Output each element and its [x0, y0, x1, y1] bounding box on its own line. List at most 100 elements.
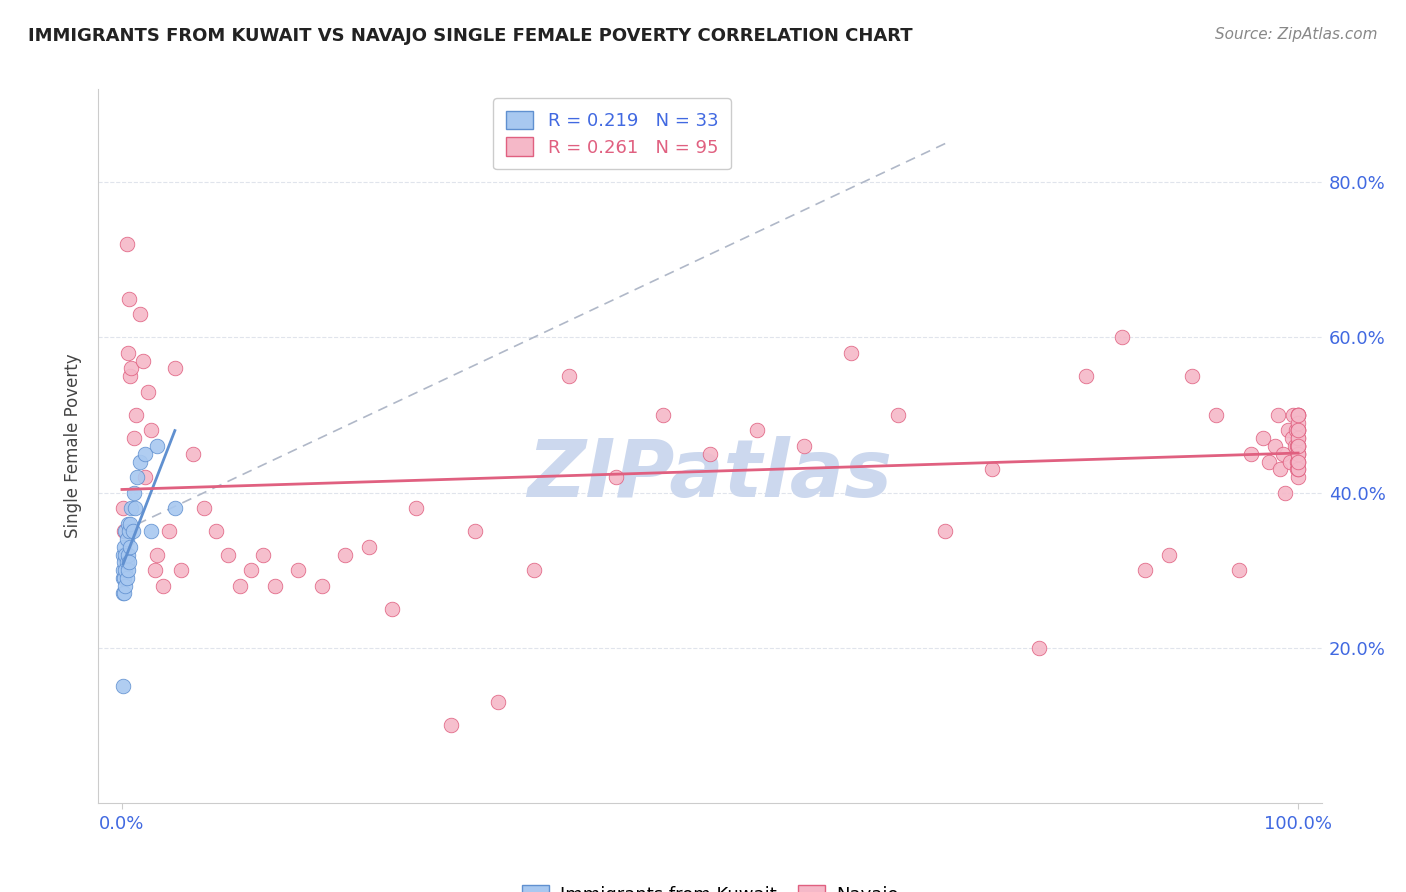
Point	[1274, 485, 1296, 500]
Point	[118, 555, 141, 569]
Point	[170, 563, 193, 577]
Point	[118, 524, 141, 539]
Y-axis label: Single Female Poverty: Single Female Poverty	[65, 354, 83, 538]
Point	[112, 563, 135, 577]
Point	[115, 571, 138, 585]
Point	[122, 431, 145, 445]
Point	[523, 563, 546, 577]
Point	[112, 548, 135, 562]
Point	[134, 470, 156, 484]
Point	[263, 579, 285, 593]
Point	[652, 408, 675, 422]
Point	[120, 516, 142, 531]
Point	[163, 361, 186, 376]
Point	[1286, 431, 1309, 445]
Point	[1285, 439, 1308, 453]
Point	[115, 532, 138, 546]
Point	[127, 470, 149, 484]
Point	[1270, 462, 1292, 476]
Point	[152, 579, 174, 593]
Point	[112, 555, 135, 569]
Point	[1286, 424, 1309, 438]
Point	[112, 571, 135, 585]
Point	[1271, 447, 1294, 461]
Point	[1284, 439, 1306, 453]
Point	[981, 462, 1004, 476]
Point	[115, 237, 138, 252]
Point	[558, 369, 581, 384]
Point	[1286, 424, 1309, 438]
Point	[793, 439, 815, 453]
Point	[157, 524, 180, 539]
Point	[1286, 470, 1309, 484]
Point	[1281, 431, 1303, 445]
Point	[745, 424, 768, 438]
Point	[1286, 408, 1309, 422]
Point	[1285, 424, 1308, 438]
Point	[1277, 424, 1299, 438]
Point	[1157, 548, 1180, 562]
Point	[311, 579, 333, 593]
Point	[205, 524, 228, 539]
Text: Source: ZipAtlas.com: Source: ZipAtlas.com	[1215, 27, 1378, 42]
Point	[240, 563, 263, 577]
Point	[1286, 454, 1309, 468]
Point	[1286, 454, 1309, 468]
Point	[1286, 447, 1309, 461]
Point	[357, 540, 380, 554]
Point	[1028, 640, 1050, 655]
Point	[1286, 408, 1309, 422]
Point	[605, 470, 627, 484]
Point	[193, 501, 215, 516]
Point	[1282, 408, 1305, 422]
Point	[1286, 431, 1309, 445]
Point	[1267, 408, 1289, 422]
Point	[699, 447, 721, 461]
Point	[1135, 563, 1157, 577]
Point	[112, 501, 135, 516]
Point	[1286, 454, 1309, 468]
Point	[1278, 454, 1301, 468]
Point	[124, 501, 146, 516]
Point	[1285, 454, 1308, 468]
Point	[1205, 408, 1227, 422]
Point	[125, 408, 148, 422]
Point	[115, 555, 138, 569]
Text: IMMIGRANTS FROM KUWAIT VS NAVAJO SINGLE FEMALE POVERTY CORRELATION CHART: IMMIGRANTS FROM KUWAIT VS NAVAJO SINGLE …	[28, 27, 912, 45]
Point	[1286, 462, 1309, 476]
Point	[252, 548, 274, 562]
Point	[1286, 462, 1309, 476]
Point	[122, 485, 145, 500]
Point	[136, 384, 159, 399]
Point	[464, 524, 486, 539]
Point	[117, 346, 139, 360]
Point	[217, 548, 239, 562]
Point	[141, 424, 163, 438]
Point	[1286, 408, 1309, 422]
Text: ZIPatlas: ZIPatlas	[527, 435, 893, 514]
Point	[128, 307, 150, 321]
Point	[887, 408, 910, 422]
Point	[112, 571, 135, 585]
Point	[1286, 424, 1309, 438]
Point	[1286, 439, 1309, 453]
Point	[114, 563, 136, 577]
Point	[114, 548, 136, 562]
Point	[146, 548, 169, 562]
Point	[1257, 454, 1279, 468]
Point	[118, 292, 141, 306]
Point	[134, 447, 156, 461]
Point	[405, 501, 427, 516]
Point	[146, 439, 169, 453]
Point	[381, 602, 404, 616]
Point	[163, 501, 186, 516]
Point	[120, 540, 142, 554]
Point	[1240, 447, 1263, 461]
Point	[1227, 563, 1250, 577]
Point	[112, 680, 135, 694]
Point	[486, 695, 509, 709]
Point	[120, 501, 142, 516]
Point	[1111, 330, 1133, 344]
Point	[1286, 439, 1309, 453]
Point	[1251, 431, 1274, 445]
